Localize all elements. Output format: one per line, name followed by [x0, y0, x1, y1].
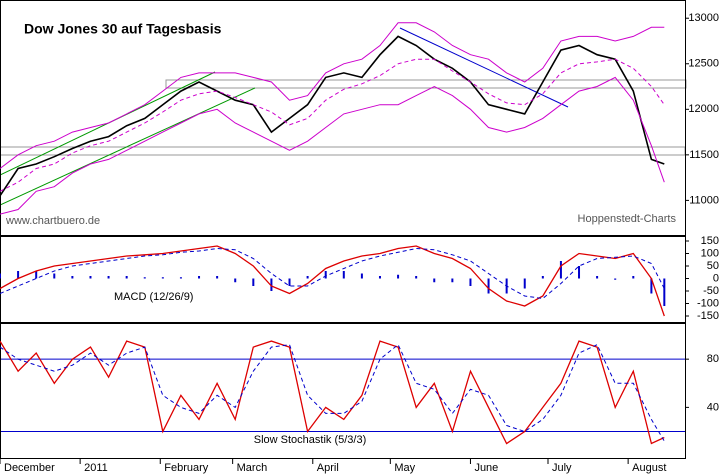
histogram-bar [216, 276, 219, 279]
series-line [0, 22, 665, 169]
x-tick-label: July [552, 462, 572, 474]
y-tick-label: 150 [701, 235, 719, 247]
histogram-bar [614, 278, 617, 280]
y-tick-label: 11000 [689, 194, 719, 206]
y-tick-label: -150 [697, 310, 719, 322]
histogram-bar [198, 276, 201, 279]
histogram-bar [433, 278, 436, 283]
histogram-bar [270, 278, 273, 291]
x-tick-label: April [317, 462, 339, 474]
histogram-bar [53, 273, 56, 279]
histogram-bar [596, 276, 599, 279]
series-line [0, 76, 665, 215]
x-tick-label: December [4, 462, 55, 474]
histogram-bar [143, 277, 146, 279]
histogram-bar [107, 276, 110, 279]
x-tick-label: June [474, 462, 498, 474]
histogram-bar [578, 266, 581, 279]
x-tick-label: August [632, 462, 666, 474]
histogram-bar [342, 271, 345, 279]
histogram-bar [415, 276, 418, 279]
histogram-bar [125, 276, 128, 279]
panel-label: Slow Stochastik (5/3/3) [254, 434, 367, 446]
histogram-bar [541, 276, 544, 279]
x-tick-label: May [394, 462, 415, 474]
histogram-bar [451, 278, 454, 283]
y-tick-label: 50 [707, 260, 719, 272]
x-tick-label: February [164, 462, 209, 474]
series-line [0, 340, 665, 445]
series-line [0, 343, 665, 442]
y-tick-label: 80 [707, 353, 719, 365]
series-line [0, 35, 665, 197]
histogram-bar [559, 261, 562, 279]
x-tick-label: March [237, 462, 268, 474]
series-line [0, 245, 665, 317]
histogram-bar [469, 278, 472, 286]
panel-frame [0, 236, 686, 323]
chart-title: Dow Jones 30 auf Tagesbasis [24, 21, 222, 37]
histogram-bar [0, 273, 1, 279]
histogram-bar [17, 271, 20, 279]
y-tick-label: -100 [697, 297, 719, 309]
y-tick-label: 12000 [688, 103, 719, 115]
histogram-bar [288, 278, 291, 286]
panel-frame [0, 323, 686, 459]
y-tick-label: 40 [707, 401, 719, 413]
histogram-bar [632, 276, 635, 279]
histogram-bar [663, 278, 666, 306]
trend-line [399, 27, 569, 108]
y-tick-label: 13000 [688, 12, 719, 24]
histogram-bar [523, 278, 526, 289]
y-tick-label: 12500 [688, 58, 719, 70]
histogram-bar [378, 276, 381, 279]
y-tick-label: 0 [713, 272, 719, 284]
histogram-bar [89, 276, 92, 279]
y-tick-label: -50 [703, 285, 719, 297]
histogram-bar [324, 271, 327, 279]
histogram-bar [650, 278, 653, 294]
credit: Hoppenstedt-Charts [578, 213, 677, 225]
histogram-bar [360, 273, 363, 279]
series-line [0, 58, 665, 192]
histogram-bar [161, 277, 164, 279]
histogram-bar [397, 274, 400, 279]
y-tick-label: 11500 [689, 149, 719, 161]
source: www.chartbuero.de [5, 215, 100, 227]
y-tick-label: 100 [701, 247, 719, 259]
histogram-bar [306, 276, 309, 279]
x-tick-label: 2011 [84, 462, 108, 474]
panel-frame [0, 0, 686, 236]
histogram-bar [234, 278, 237, 283]
histogram-bar [487, 278, 490, 294]
histogram-bar [35, 271, 38, 279]
histogram-bar [71, 276, 74, 279]
panel-label: MACD (12/26/9) [114, 291, 193, 303]
histogram-bar [252, 278, 255, 286]
histogram-bar [179, 277, 182, 279]
channel-line [0, 87, 256, 206]
